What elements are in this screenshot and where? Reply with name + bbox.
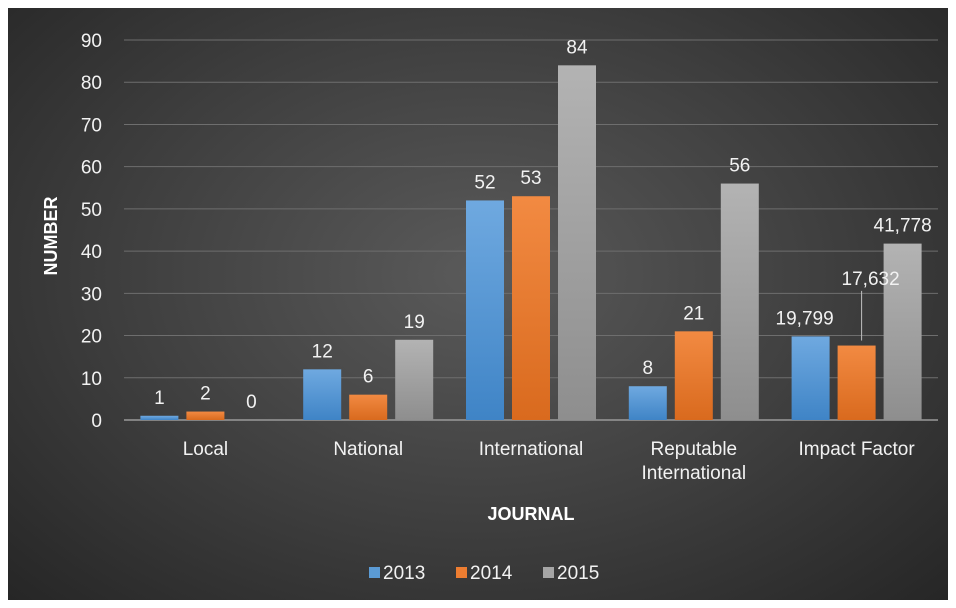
data-label: 56 [729,156,750,177]
data-label: 19 [404,312,425,333]
bar-chart: 0 10 20 30 40 50 60 70 80 90 1 12 52 8 19,799 2 6 53 21 17… [41,31,938,584]
bar-2015 [395,339,434,420]
x-axis-ticks: Local National International Reputable Inter… [183,439,916,484]
data-label: 1 [154,388,165,409]
data-label: 6 [363,367,374,388]
x-tick-label: Reputable International [642,439,747,484]
y-tick-label: 0 [91,411,102,432]
data-label: 0 [246,392,257,413]
bar-2014 [349,394,388,420]
x-tick-label: Impact Factor [799,439,916,460]
y-tick-label: 60 [81,158,102,179]
data-label: 53 [520,168,541,189]
bar-2013 [466,200,504,420]
chart-area: 0 10 20 30 40 50 60 70 80 90 1 12 52 8 19,799 2 6 53 21 17… [8,8,948,600]
legend-swatch-2015 [543,567,554,578]
bar-2015 [883,243,922,420]
bar-2013 [791,336,830,420]
legend-swatch-2013 [369,567,380,578]
data-label: 41,778 [874,216,932,237]
bar-2014 [186,411,225,420]
bars [140,65,922,421]
data-label: 12 [312,341,333,362]
x-axis-title: JOURNAL [487,504,574,524]
y-tick-label: 10 [81,369,102,390]
data-label: 8 [643,358,654,379]
y-tick-label: 80 [81,73,102,94]
legend-label-2015: 2015 [557,563,599,584]
legend-label-2013: 2013 [383,563,425,584]
y-tick-label: 30 [81,284,102,305]
bar-2013 [140,415,179,420]
bar-2014 [512,196,550,420]
y-tick-label: 20 [81,327,102,348]
bar-2014 [837,345,876,420]
data-label: 21 [683,303,704,324]
bar-2013 [303,369,342,420]
y-axis-title: NUMBER [41,197,61,276]
data-labels: 1 12 52 8 19,799 2 6 53 21 17,632 0 19 84 56 41,778 [154,37,932,413]
y-tick-label: 90 [81,31,102,52]
legend-swatch-2014 [456,567,467,578]
data-label: 84 [566,37,588,58]
data-label: 2 [200,384,211,405]
y-tick-label: 70 [81,115,102,136]
bar-2014 [674,331,713,420]
x-tick-label: National [333,439,403,460]
y-tick-label: 50 [81,200,102,221]
y-axis-ticks: 0 10 20 30 40 50 60 70 80 90 [81,31,102,432]
x-tick-label: International [479,439,584,460]
bar-2015 [558,65,596,421]
bar-2013 [628,386,667,420]
bar-2015 [720,183,759,420]
legend-label-2014: 2014 [470,563,513,584]
data-label: 17,632 [842,269,900,290]
x-tick-label: Local [183,439,228,460]
data-label: 52 [474,172,495,193]
legend: 2013 2014 2015 [369,563,599,584]
y-tick-label: 40 [81,242,102,263]
data-label: 19,799 [776,308,834,329]
